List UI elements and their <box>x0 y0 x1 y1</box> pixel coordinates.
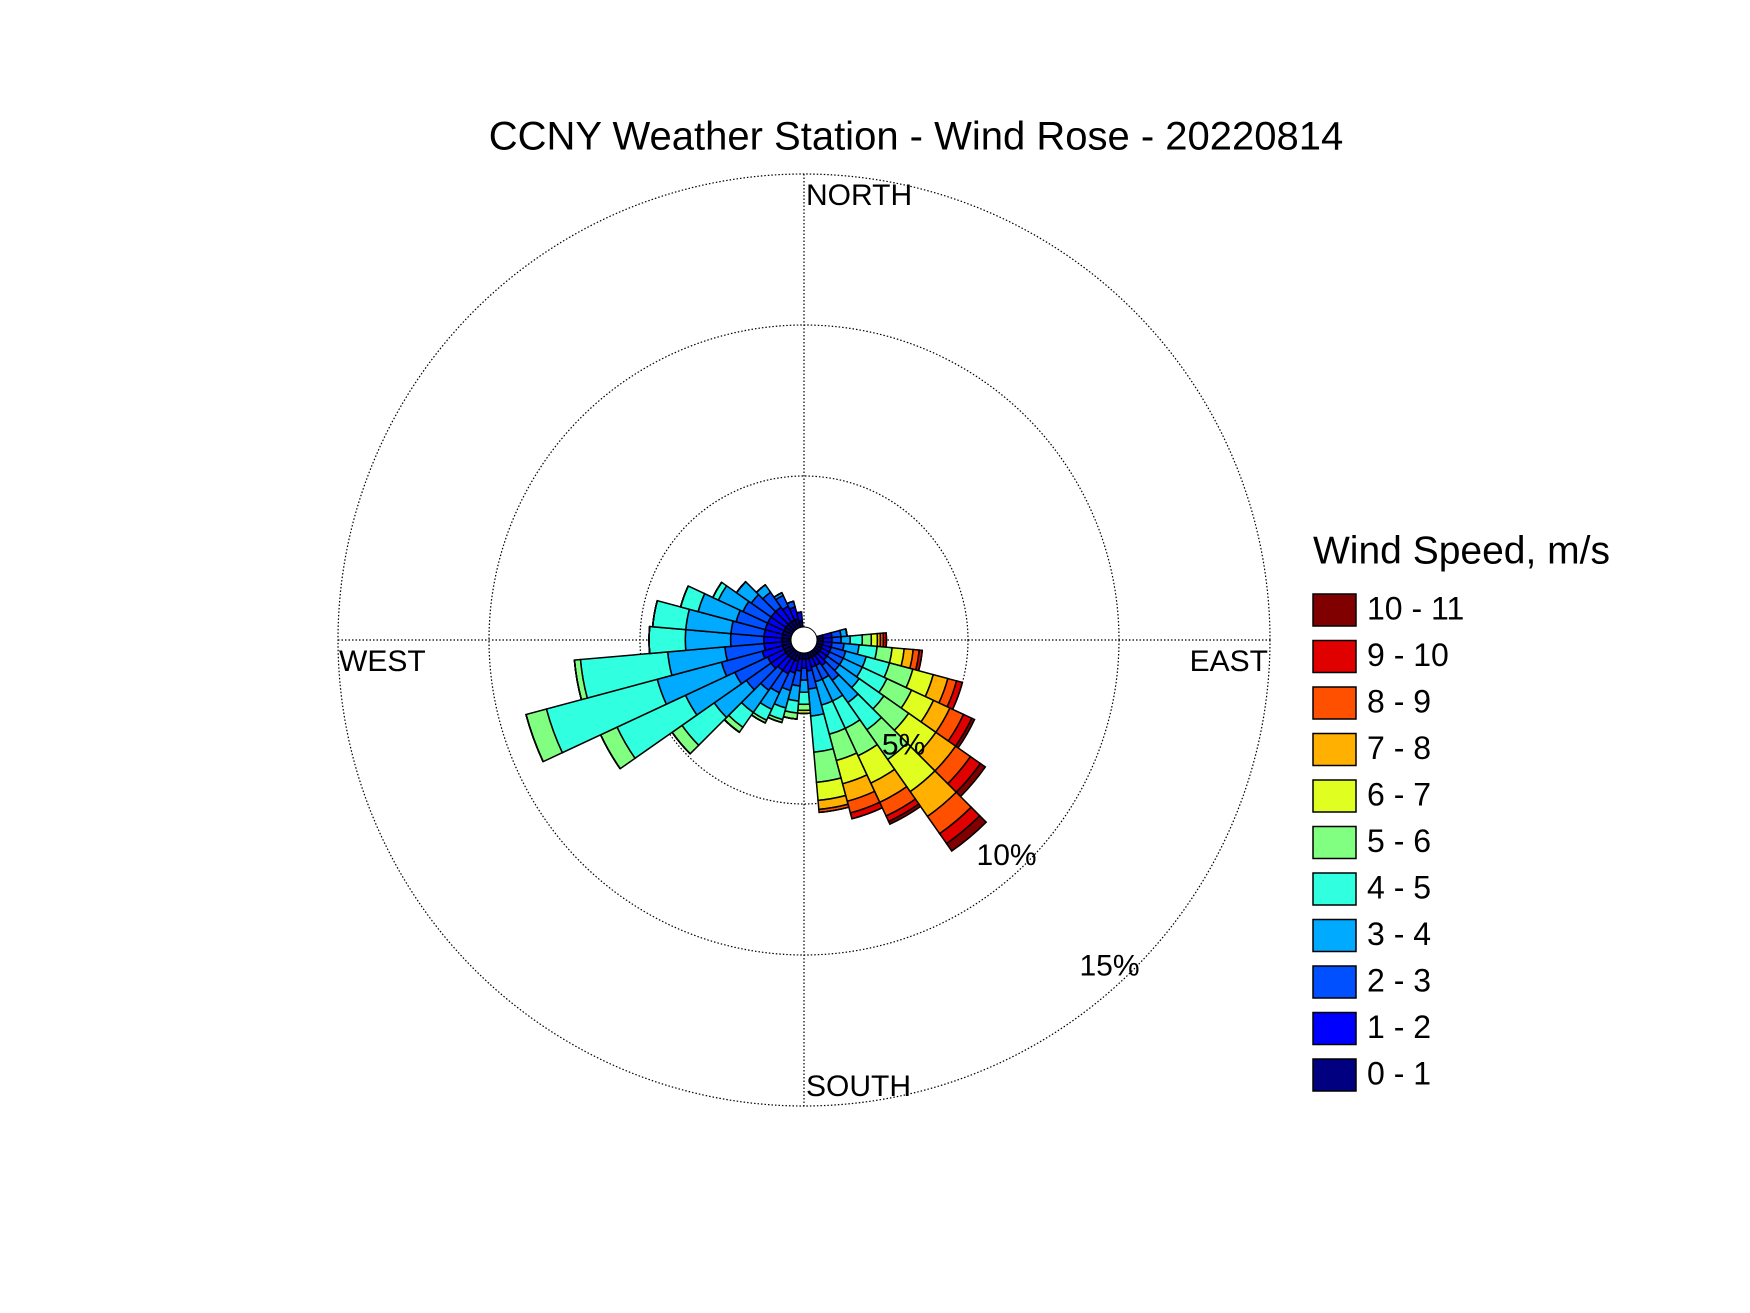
legend-swatch <box>1312 918 1357 953</box>
legend-label: 9 - 10 <box>1367 637 1449 673</box>
legend-label: 4 - 5 <box>1367 869 1431 905</box>
wedge <box>712 581 723 598</box>
legend-label: 2 - 3 <box>1367 962 1431 998</box>
ring-label: 10% <box>977 839 1037 872</box>
legend-label: 10 - 11 <box>1367 590 1464 626</box>
legend-label: 6 - 7 <box>1367 776 1431 812</box>
legend-swatch <box>1312 639 1357 674</box>
wedge <box>861 633 873 647</box>
wedge <box>796 611 802 614</box>
legend-label: 3 - 4 <box>1367 916 1431 952</box>
chart-title: CCNY Weather Station - Wind Rose - 20220… <box>489 115 1344 159</box>
direction-label: NORTH <box>806 179 912 212</box>
wedge <box>797 703 811 712</box>
wedge <box>648 626 651 654</box>
legend-swatch <box>1312 732 1357 767</box>
legend-swatch <box>1312 1011 1357 1046</box>
legend-swatch <box>1312 872 1357 906</box>
wedge <box>648 625 687 655</box>
grid-ring <box>337 173 1271 1107</box>
wedge <box>870 632 879 648</box>
legend-label: 0 - 1 <box>1367 1055 1431 1091</box>
legend-swatch <box>1312 965 1357 999</box>
legend-label: 8 - 9 <box>1367 683 1431 719</box>
legend-label: 5 - 6 <box>1367 823 1431 859</box>
legend-swatch <box>1312 686 1357 720</box>
direction-label: WEST <box>339 645 426 678</box>
legend-swatch <box>1312 825 1357 860</box>
center-hole <box>790 626 818 654</box>
ring-label: 5% <box>882 729 925 762</box>
wedge <box>851 807 883 820</box>
wedge <box>887 802 922 826</box>
legend-swatch <box>1312 779 1357 813</box>
legend-title: Wind Speed, m/s <box>1313 529 1610 572</box>
legend-label: 7 - 8 <box>1367 730 1431 766</box>
wedge <box>735 581 747 594</box>
wedge <box>797 691 811 706</box>
ring-label: 15% <box>1080 950 1140 983</box>
wedge <box>945 814 988 853</box>
legend-swatch <box>1312 593 1357 627</box>
direction-label: EAST <box>1190 645 1268 678</box>
grid-ring <box>639 475 969 805</box>
legend-swatch <box>1312 1058 1357 1092</box>
direction-label: SOUTH <box>806 1070 911 1103</box>
legend-label: 1 - 2 <box>1367 1009 1431 1045</box>
grid-ring <box>488 324 1120 956</box>
